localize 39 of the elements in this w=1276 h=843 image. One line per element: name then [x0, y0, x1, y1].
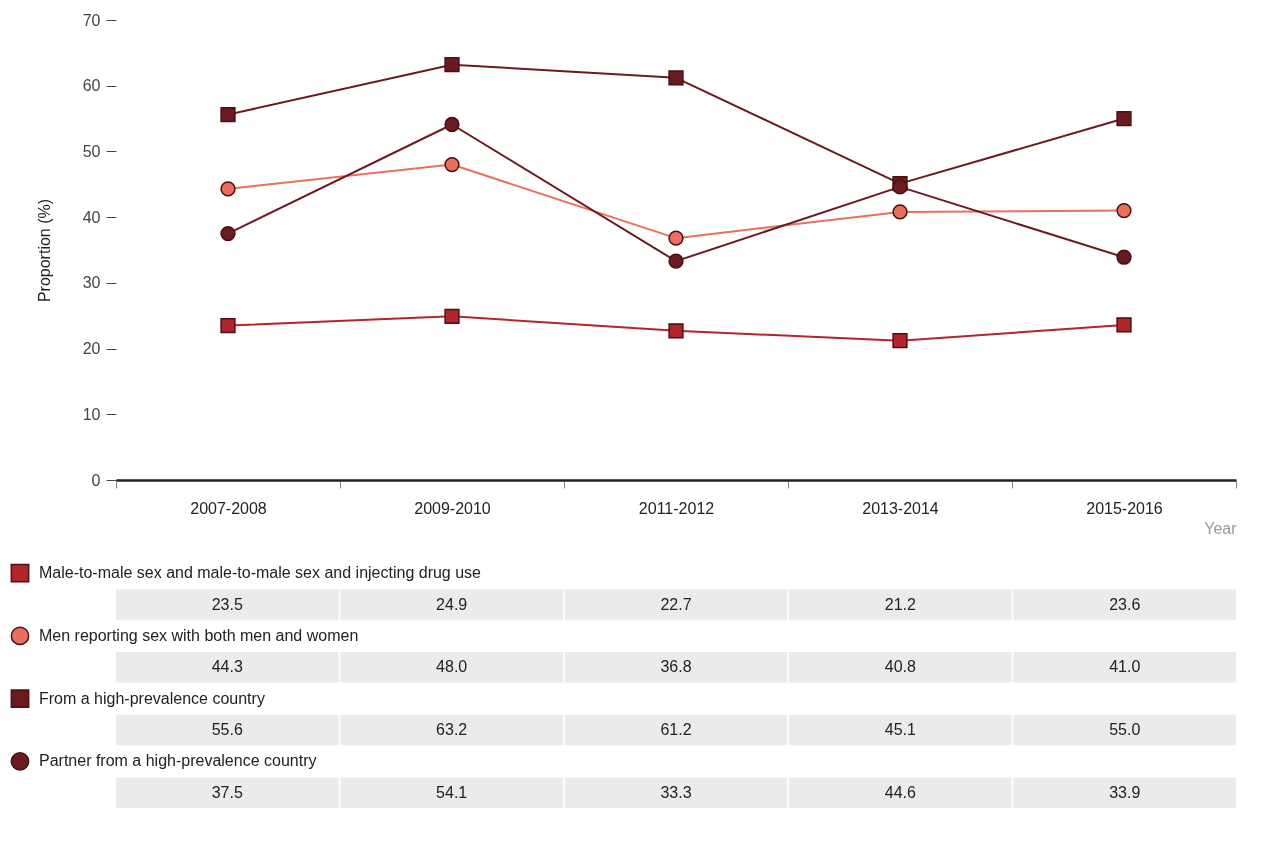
- data-label: 63.2: [436, 721, 468, 739]
- data-label: 54.1: [436, 783, 468, 801]
- data-label: 44.3: [211, 658, 243, 676]
- y-tick-label: 50: [82, 142, 101, 160]
- data-label: 37.5: [211, 783, 243, 801]
- legend-label: Male-to-male sex and male-to-male sex and injecting drug use: [39, 564, 482, 582]
- x-axis-title: Year: [1204, 519, 1238, 537]
- y-tick-label: 20: [82, 340, 101, 358]
- data-label: 36.8: [660, 658, 692, 676]
- data-label: 33.9: [1109, 783, 1141, 801]
- x-tick-label: 2007-2008: [190, 499, 267, 517]
- y-tick-label: 40: [82, 208, 101, 226]
- legend-label: Men reporting sex with both men and women: [39, 626, 359, 644]
- data-label: 24.9: [436, 595, 468, 613]
- data-label: 23.6: [1109, 595, 1141, 613]
- data-label: 41.0: [1109, 658, 1141, 676]
- x-tick-label: 2015-2016: [1086, 499, 1163, 517]
- y-tick-label: 0: [91, 471, 101, 489]
- x-tick-label: 2009-2010: [414, 499, 491, 517]
- legend-label: Partner from a high-prevalence country: [39, 752, 317, 770]
- data-label: 48.0: [436, 658, 468, 676]
- y-axis-title: Proportion (%): [35, 198, 53, 303]
- legend-label: From a high-prevalence country: [39, 689, 265, 707]
- data-label: 21.2: [884, 595, 917, 613]
- data-label: 22.7: [660, 595, 692, 613]
- y-tick-label: 10: [82, 405, 101, 423]
- data-label: 61.2: [660, 721, 692, 739]
- x-tick-label: 2013-2014: [862, 499, 939, 517]
- y-tick-label: 30: [82, 274, 101, 292]
- y-tick-label: 60: [82, 77, 101, 95]
- data-label: 23.5: [211, 595, 243, 613]
- data-label: 44.6: [884, 783, 917, 801]
- data-label: 33.3: [660, 783, 692, 801]
- data-label: 45.1: [884, 721, 917, 739]
- x-tick-label: 2011-2012: [638, 499, 715, 517]
- data-label: 40.8: [884, 658, 917, 676]
- data-label: 55.6: [211, 721, 243, 739]
- y-tick-label: 70: [82, 11, 101, 29]
- data-label: 55.0: [1109, 721, 1141, 739]
